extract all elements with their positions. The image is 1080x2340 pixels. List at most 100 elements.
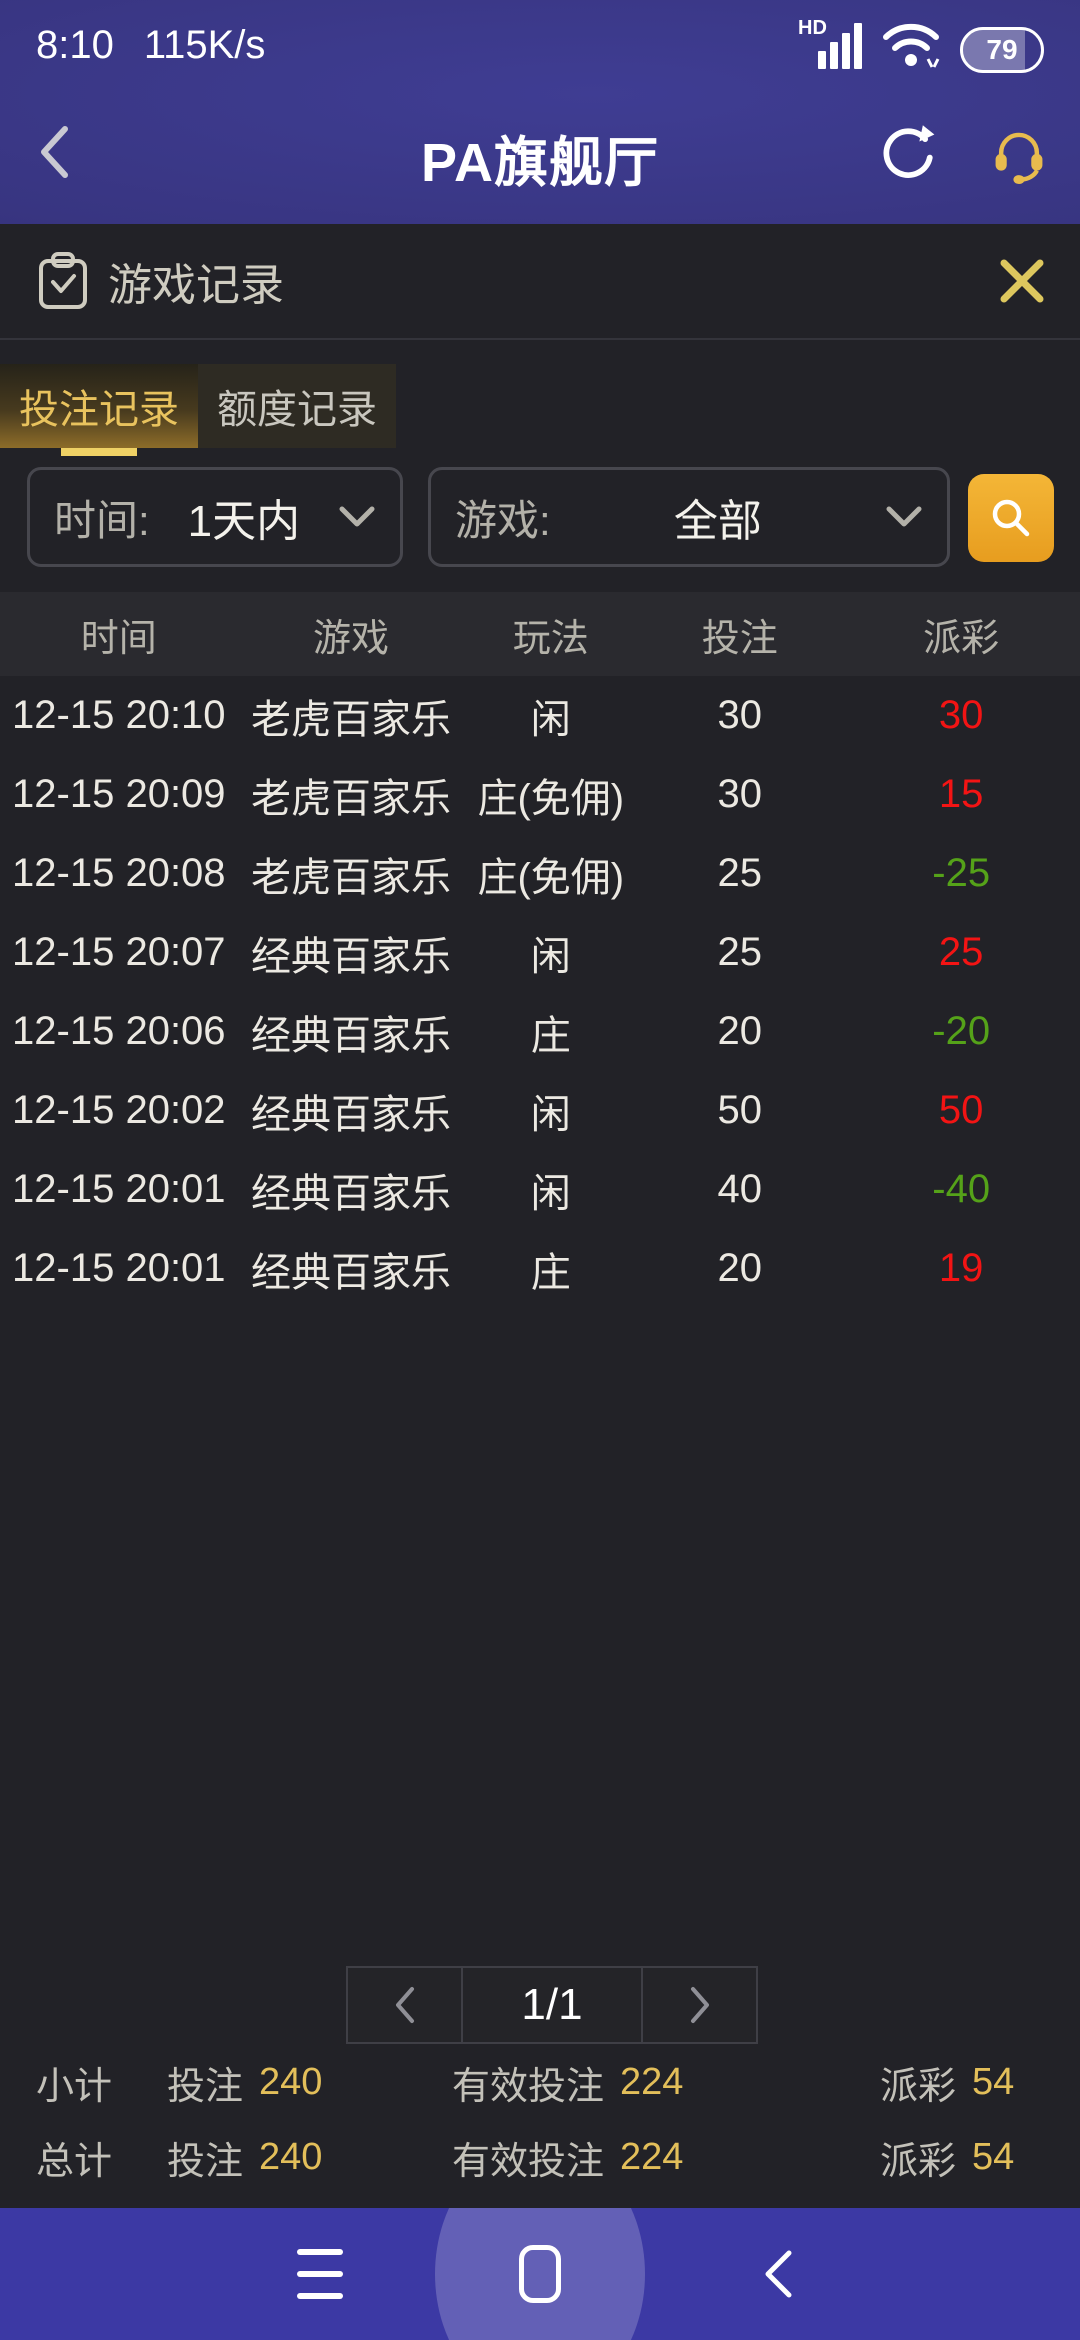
game-filter-select[interactable]: 游戏: 全部 xyxy=(428,467,950,567)
subtotal-row: 小计 投注 240 有效投注 224 派彩 54 xyxy=(0,2045,1080,2120)
row-payout: 15 xyxy=(938,772,984,816)
row-play: 闲 xyxy=(530,1092,571,1137)
row-payout: 19 xyxy=(938,1246,984,1290)
page-indicator: 1/1 xyxy=(521,1980,583,2029)
refresh-button[interactable] xyxy=(876,120,942,186)
row-time: 12-15 20:08 xyxy=(12,851,226,895)
clock: 8:10 xyxy=(36,22,114,67)
top-bar-area: 8:10 115K/s HD 79 xyxy=(0,0,1080,224)
table-row: 12-15 20:10 老虎百家乐 闲 30 30 xyxy=(0,676,1080,755)
table-rows: 12-15 20:10 老虎百家乐 闲 30 30 12-15 20:09 老虎… xyxy=(0,676,1080,1308)
tab-bar: 投注记录 额度记录 xyxy=(0,340,1080,456)
subtotal-bet-label: 投注 xyxy=(167,2066,244,2108)
network-speed: 115K/s xyxy=(143,22,266,67)
row-payout: 25 xyxy=(938,930,984,974)
row-bet: 20 xyxy=(717,1009,763,1053)
row-bet: 40 xyxy=(717,1167,763,1211)
row-time: 12-15 20:06 xyxy=(12,1009,226,1053)
android-nav-bar xyxy=(0,2208,1080,2340)
panel-header: 游戏记录 xyxy=(0,224,1080,340)
subtotal-label: 小计 xyxy=(36,2066,113,2108)
col-header-time: 时间 xyxy=(80,617,157,660)
row-play: 庄(免佣) xyxy=(477,855,625,900)
table-row: 12-15 20:08 老虎百家乐 庄(免佣) 25 -25 xyxy=(0,834,1080,913)
row-bet: 30 xyxy=(717,772,763,816)
wifi-icon xyxy=(883,23,940,68)
table-row: 12-15 20:09 老虎百家乐 庄(免佣) 30 15 xyxy=(0,755,1080,834)
game-filter-label: 游戏: xyxy=(455,496,551,544)
nav-back-button[interactable] xyxy=(760,2248,796,2300)
status-bar: 8:10 115K/s HD 79 xyxy=(0,0,1080,90)
row-time: 12-15 20:07 xyxy=(12,930,226,974)
home-button-highlight xyxy=(435,2208,645,2340)
row-game: 老虎百家乐 xyxy=(250,697,451,742)
table-row: 12-15 20:01 经典百家乐 闲 40 -40 xyxy=(0,1150,1080,1229)
row-payout: -25 xyxy=(932,851,991,895)
row-time: 12-15 20:10 xyxy=(12,693,226,737)
row-play: 闲 xyxy=(530,697,571,742)
row-time: 12-15 20:01 xyxy=(12,1167,226,1211)
time-filter-value: 1天内 xyxy=(187,497,301,546)
row-game: 老虎百家乐 xyxy=(250,855,451,900)
row-play: 庄(免佣) xyxy=(477,776,625,821)
game-records-icon xyxy=(39,252,87,309)
back-button[interactable] xyxy=(30,116,78,188)
row-payout: 50 xyxy=(938,1088,984,1132)
tab-quota-records[interactable]: 额度记录 xyxy=(198,364,396,448)
table-row: 12-15 20:01 经典百家乐 庄 20 19 xyxy=(0,1229,1080,1308)
cell-signal-icon: HD xyxy=(798,17,862,73)
row-payout: -20 xyxy=(932,1009,991,1053)
home-button[interactable] xyxy=(519,2245,561,2303)
table-header: 时间 游戏 玩法 投注 派彩 xyxy=(0,592,1080,676)
row-game: 经典百家乐 xyxy=(250,1250,451,1295)
row-payout: 30 xyxy=(938,693,984,737)
row-time: 12-15 20:09 xyxy=(12,772,226,816)
page-title: PA旗舰厅 xyxy=(420,132,659,193)
close-icon[interactable] xyxy=(994,253,1050,309)
total-payout-label: 派彩 xyxy=(880,2141,957,2183)
battery-icon: 79 xyxy=(960,27,1044,73)
col-header-payout: 派彩 xyxy=(923,617,1000,660)
prev-page-button[interactable] xyxy=(348,1968,463,2042)
row-play: 闲 xyxy=(530,1171,571,1216)
time-filter-label: 时间: xyxy=(54,496,150,544)
total-bet-label: 投注 xyxy=(167,2141,244,2183)
subtotal-valid-bet-label: 有效投注 xyxy=(452,2066,605,2108)
col-header-play: 玩法 xyxy=(512,617,589,660)
table-row: 12-15 20:02 经典百家乐 闲 50 50 xyxy=(0,1071,1080,1150)
total-valid-bet-value: 224 xyxy=(620,2136,684,2178)
row-bet: 50 xyxy=(717,1088,763,1132)
total-bet-value: 240 xyxy=(259,2136,323,2178)
row-game: 经典百家乐 xyxy=(250,1013,451,1058)
col-header-bet: 投注 xyxy=(701,617,778,660)
time-filter-select[interactable]: 时间: 1天内 xyxy=(27,467,403,567)
total-row: 总计 投注 240 有效投注 224 派彩 54 xyxy=(0,2120,1080,2195)
table-row: 12-15 20:06 经典百家乐 庄 20 -20 xyxy=(0,992,1080,1071)
row-bet: 25 xyxy=(717,930,763,974)
subtotal-bet-value: 240 xyxy=(259,2061,323,2103)
row-play: 闲 xyxy=(530,934,571,979)
next-page-button[interactable] xyxy=(641,1968,756,2042)
row-time: 12-15 20:01 xyxy=(12,1246,226,1290)
status-icons: HD 79 xyxy=(798,17,1044,73)
subtotal-payout-value: 54 xyxy=(972,2061,1015,2103)
subtotal-valid-bet-value: 224 xyxy=(620,2061,684,2103)
filter-bar: 时间: 1天内 游戏: 全部 xyxy=(0,456,1080,592)
col-header-game: 游戏 xyxy=(312,617,389,660)
row-bet: 20 xyxy=(717,1246,763,1290)
pagination: 1/1 xyxy=(346,1966,758,2044)
row-time: 12-15 20:02 xyxy=(12,1088,226,1132)
search-button[interactable] xyxy=(968,474,1054,562)
recents-menu-button[interactable] xyxy=(297,2249,343,2299)
row-payout: -40 xyxy=(932,1167,991,1211)
customer-service-icon[interactable] xyxy=(988,124,1050,186)
row-play: 庄 xyxy=(530,1013,571,1058)
active-tab-underline xyxy=(61,448,137,456)
tab-bet-records[interactable]: 投注记录 xyxy=(0,364,198,456)
chevron-down-icon xyxy=(886,506,922,527)
row-play: 庄 xyxy=(530,1250,571,1295)
row-bet: 25 xyxy=(717,851,763,895)
table-row: 12-15 20:07 经典百家乐 闲 25 25 xyxy=(0,913,1080,992)
total-valid-bet-label: 有效投注 xyxy=(452,2141,605,2183)
